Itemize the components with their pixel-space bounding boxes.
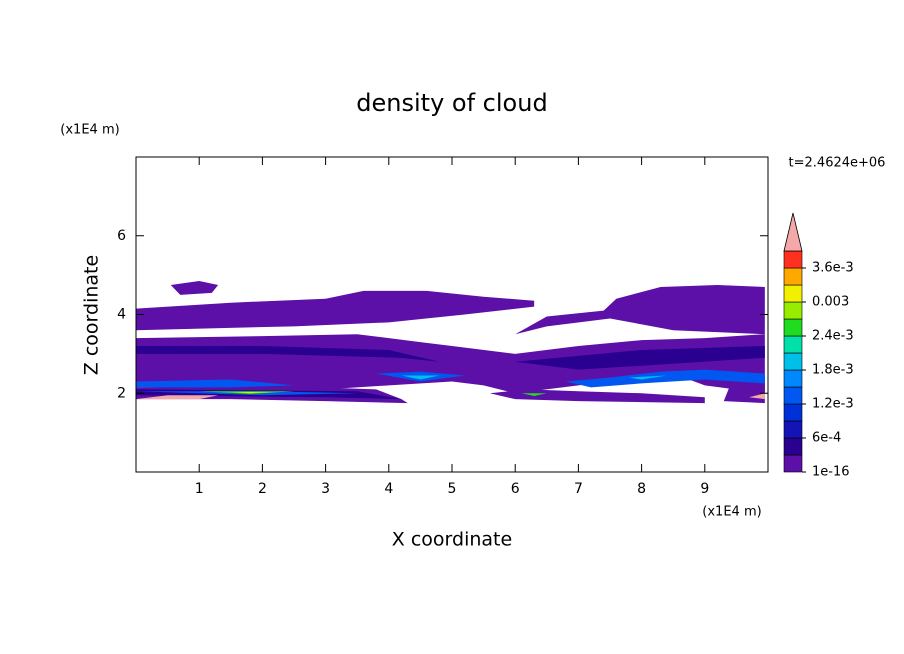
x-tick-label: 8	[637, 481, 646, 497]
x-axis-label: X coordinate	[392, 529, 512, 551]
x-unit: (x1E4 m)	[702, 505, 761, 520]
contour-region	[136, 379, 294, 388]
y-axis-label: Z coordinate	[81, 255, 103, 375]
colorbar-band	[783, 403, 803, 422]
x-tick-label: 6	[511, 481, 520, 497]
colorbar-tick-label: 6e-4	[812, 431, 841, 446]
colorbar-band	[783, 250, 803, 269]
colorbar-band	[783, 335, 803, 354]
x-tick-label: 9	[700, 481, 709, 497]
colorbar-tick-label: 1.2e-3	[812, 397, 854, 412]
colorbar-tick-label: 3.6e-3	[812, 261, 854, 276]
contour-region	[515, 346, 765, 370]
colorbar-extension	[783, 212, 803, 252]
contour-region	[628, 375, 667, 380]
contour-region	[515, 284, 765, 335]
colorbar-band	[783, 437, 803, 456]
colorbar-band	[783, 369, 803, 388]
x-tick-label: 7	[574, 481, 583, 497]
colorbar-tick-label: 0.003	[812, 295, 849, 310]
contour-region	[230, 392, 276, 394]
colorbar-band	[783, 454, 803, 473]
colorbar-band	[783, 267, 803, 286]
y-tick-label: 2	[117, 385, 126, 401]
colorbar-tick-label: 2.4e-3	[812, 329, 854, 344]
x-tick-label: 5	[448, 481, 457, 497]
x-tick-label: 2	[258, 481, 267, 497]
y-tick-label: 6	[117, 228, 126, 244]
contour-region	[749, 393, 765, 400]
colorbar-tick-label: 1.8e-3	[812, 363, 854, 378]
colorbar-band	[783, 284, 803, 303]
colorbar-band	[783, 420, 803, 439]
x-tick-label: 1	[195, 481, 204, 497]
colorbar-band	[783, 301, 803, 320]
x-tick-label: 4	[384, 481, 393, 497]
contour-region	[521, 393, 547, 397]
x-tick-label: 3	[321, 481, 330, 497]
y-tick-label: 4	[117, 307, 126, 323]
contour-region	[136, 290, 535, 331]
colorbar-tick-label: 1e-16	[812, 465, 850, 480]
colorbar-band	[783, 318, 803, 337]
contour-region	[401, 375, 440, 380]
colorbar-band	[783, 386, 803, 405]
colorbar-band	[783, 352, 803, 371]
contour-region	[170, 281, 219, 295]
chart-title: density of cloud	[356, 89, 547, 117]
contour-region	[136, 395, 219, 400]
contour-region	[565, 369, 765, 388]
contour-region	[136, 346, 440, 362]
y-unit: (x1E4 m)	[60, 123, 119, 138]
time-label: t=2.4624e+06	[789, 156, 886, 171]
contour-region	[489, 389, 705, 404]
